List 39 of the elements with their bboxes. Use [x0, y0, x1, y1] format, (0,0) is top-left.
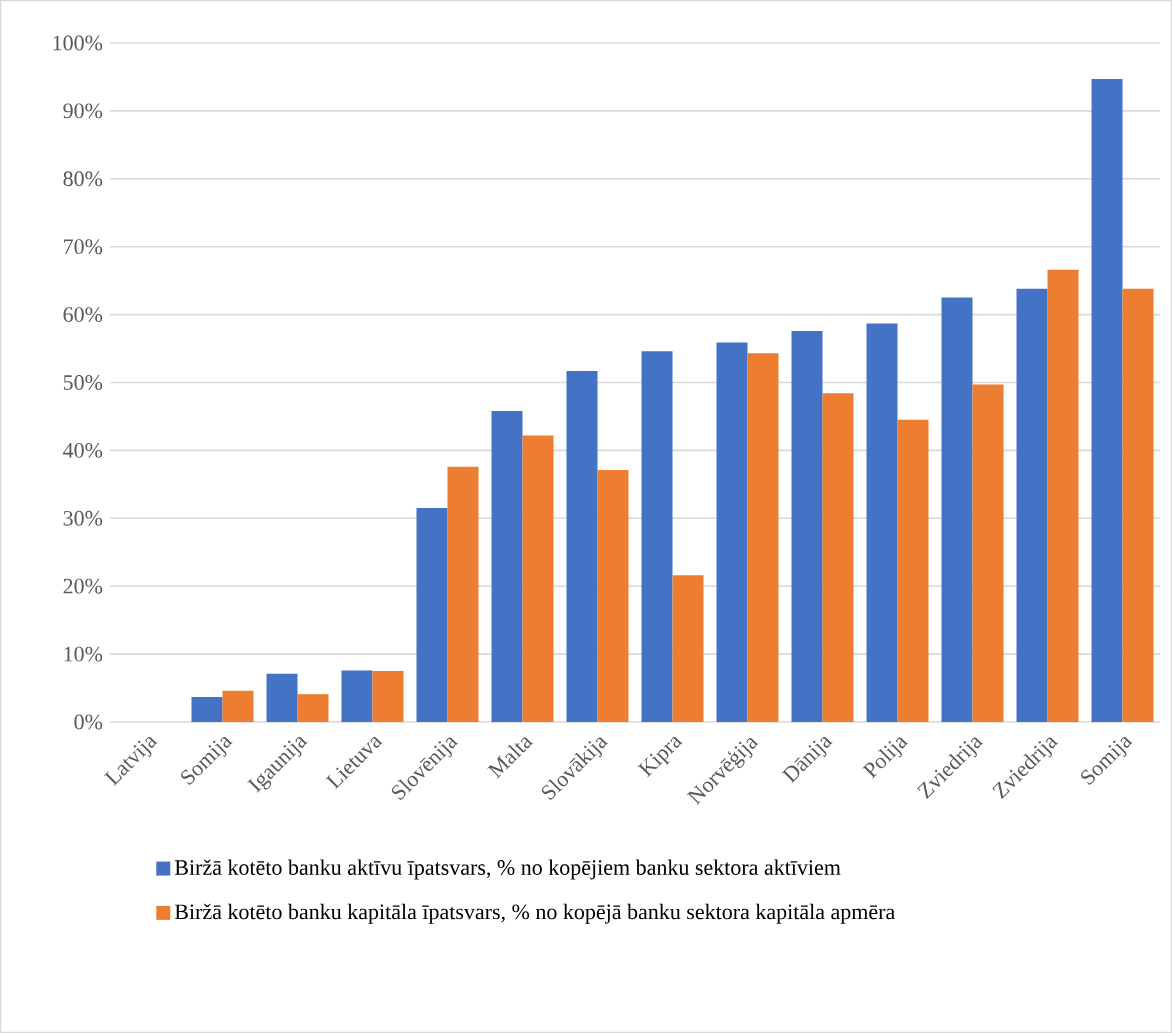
bar: [491, 411, 523, 722]
legend-label: Biržā kotēto banku aktīvu īpatsvars, % no kopējiem banku sektora aktīviem: [174, 859, 841, 880]
bar: [941, 297, 973, 722]
bar: [1047, 269, 1079, 722]
y-tick-label: 80%: [63, 171, 103, 187]
bar: [447, 466, 479, 722]
y-tick-label: 60%: [63, 307, 103, 323]
y-tick-label: 40%: [63, 442, 103, 458]
bar: [866, 323, 898, 722]
y-tick-label: 20%: [63, 578, 103, 594]
bar: [191, 696, 223, 722]
y-tick-label: 70%: [64, 239, 103, 255]
bar: [747, 353, 779, 722]
bar: [341, 670, 373, 722]
bar: [522, 435, 554, 722]
y-tick-label: 30%: [63, 510, 103, 526]
bar: [597, 470, 629, 722]
bar: [672, 575, 704, 722]
bar: [791, 330, 823, 722]
bar: [297, 694, 329, 722]
bar: [372, 671, 404, 722]
bar: [416, 508, 448, 722]
y-tick-label: 10%: [64, 646, 103, 662]
y-tick-label: 90%: [63, 103, 103, 119]
bar: [897, 419, 929, 722]
bar: [972, 384, 1004, 722]
bar: [641, 351, 673, 722]
bar: [1122, 288, 1154, 722]
bar: [266, 673, 298, 722]
bar: [1091, 78, 1123, 722]
y-tick-label: 50%: [63, 375, 103, 390]
legend-label: Biržā kotēto banku kapitāla īpatsvars, % no kopējā banku sektora kapitāla apmēra: [174, 903, 895, 924]
bar: [566, 370, 598, 722]
bar: [822, 393, 854, 722]
bar: [716, 342, 748, 722]
y-tick-label: 0%: [74, 714, 103, 730]
y-tick-label: 100%: [53, 35, 103, 51]
bar: [1016, 288, 1048, 722]
bar: [222, 690, 254, 722]
